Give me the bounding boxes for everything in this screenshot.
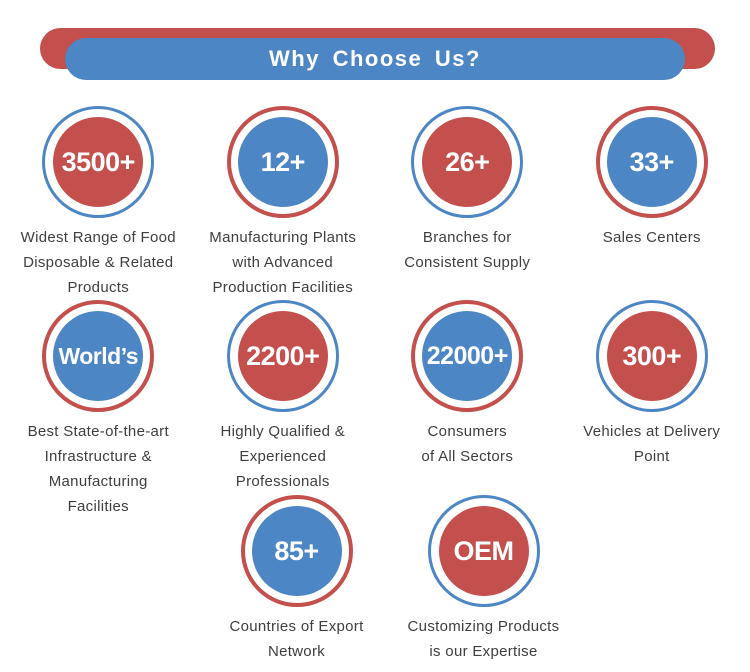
stat-disc: 3500+ bbox=[53, 117, 144, 207]
stat-disc: 22000+ bbox=[422, 311, 513, 401]
stat-label: Sales Centers bbox=[602, 229, 701, 246]
stat-item: 12+ Manufacturing Plants with Advanced P… bbox=[191, 106, 376, 300]
stat-disc: World’s bbox=[53, 311, 144, 401]
stat-item: OEM Customizing Products is our Expertis… bbox=[390, 495, 577, 665]
stat-value: 85+ bbox=[274, 535, 319, 566]
stat-badge: 3500+ bbox=[42, 106, 155, 218]
stat-value: 26+ bbox=[445, 146, 490, 177]
stat-value: OEM bbox=[453, 535, 514, 566]
stat-badge: 22000+ bbox=[411, 300, 524, 412]
stat-badge: 300+ bbox=[595, 300, 708, 412]
stat-value: 12+ bbox=[260, 146, 306, 177]
stat-value: World’s bbox=[58, 342, 139, 369]
stat-badge: 2200+ bbox=[226, 300, 339, 412]
stat-label: Consumers of All Sectors bbox=[421, 423, 514, 465]
stat-item: 33+ Sales Centers bbox=[560, 106, 745, 300]
stat-item: World’s Best State-of-the-art Infrastruc… bbox=[6, 300, 191, 515]
stat-label: Manufacturing Plants with Advanced Produ… bbox=[209, 229, 357, 296]
stat-row: World’s Best State-of-the-art Infrastruc… bbox=[0, 300, 750, 515]
stat-item: 2200+ Highly Qualified & Experienced Pro… bbox=[191, 300, 376, 495]
stat-label: Widest Range of Food Disposable & Relate… bbox=[20, 229, 176, 296]
stat-badge: World’s bbox=[42, 300, 155, 412]
stat-row: 85+ Countries of Export Network OEM Cust… bbox=[30, 495, 750, 665]
stat-label: Vehicles at Delivery Point bbox=[583, 423, 721, 465]
page-title: Why Choose Us? bbox=[65, 38, 685, 80]
stat-badge: 85+ bbox=[240, 495, 353, 607]
stat-disc: 300+ bbox=[606, 311, 697, 401]
stat-badge: 26+ bbox=[411, 106, 524, 218]
stat-item: 300+ Vehicles at Delivery Point bbox=[560, 300, 745, 495]
stat-badge: 12+ bbox=[226, 106, 339, 218]
stat-label: Branches for Consistent Supply bbox=[404, 229, 531, 271]
banner: Why Choose Us? bbox=[40, 28, 715, 90]
stat-item: 85+ Countries of Export Network bbox=[203, 495, 390, 665]
stat-item: 3500+ Widest Range of Food Disposable & … bbox=[6, 106, 191, 300]
stat-value: 2200+ bbox=[246, 340, 320, 371]
stat-value: 33+ bbox=[629, 146, 675, 177]
stat-disc: 12+ bbox=[237, 117, 328, 207]
stat-disc: 85+ bbox=[251, 506, 342, 596]
stat-label: Highly Qualified & Experienced Professio… bbox=[220, 423, 346, 490]
stat-item: 26+ Branches for Consistent Supply bbox=[375, 106, 560, 300]
stat-item: 22000+ Consumers of All Sectors bbox=[375, 300, 560, 495]
stat-row: 3500+ Widest Range of Food Disposable & … bbox=[0, 106, 750, 300]
stat-disc: 33+ bbox=[606, 117, 697, 207]
stat-label: Customizing Products is our Expertise bbox=[407, 618, 560, 660]
stat-label: Best State-of-the-art Infrastructure & M… bbox=[27, 423, 169, 515]
stat-value: 22000+ bbox=[426, 341, 509, 370]
stat-disc: 26+ bbox=[422, 117, 513, 207]
stat-value: 3500+ bbox=[61, 146, 136, 177]
stat-label: Countries of Export Network bbox=[229, 618, 364, 660]
stat-badge: 33+ bbox=[595, 106, 708, 218]
stat-disc: 2200+ bbox=[237, 311, 328, 401]
stat-value: 300+ bbox=[622, 340, 682, 371]
stat-disc: OEM bbox=[438, 506, 529, 596]
stat-badge: OEM bbox=[427, 495, 540, 607]
